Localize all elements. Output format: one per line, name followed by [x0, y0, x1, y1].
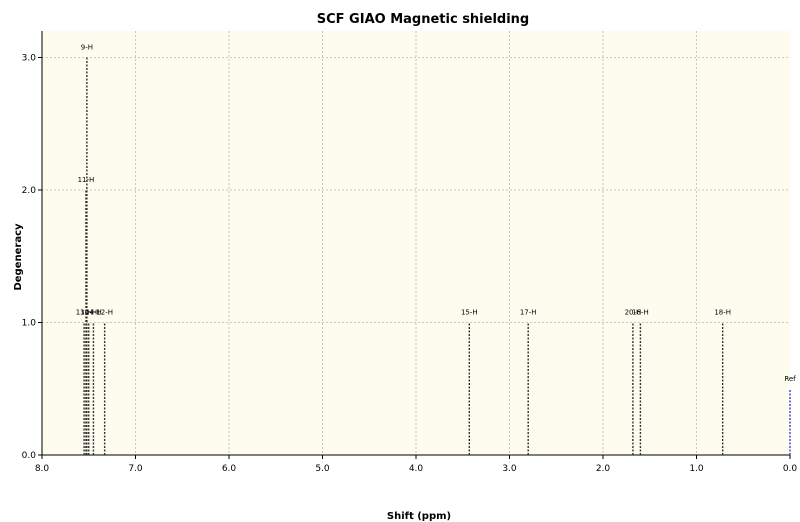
x-tick-label: 3.0: [502, 464, 517, 474]
axes: [38, 31, 791, 459]
peaks: 9-H 11-H 13-H10-H14-H12-H 15-H 17-H 20-H16-H 1…: [76, 44, 796, 455]
peak-label: 12-H: [96, 309, 113, 317]
peak-label: 14-H: [85, 309, 102, 317]
tick-labels: 8.0 7.0 6.0 5.0 4.0 3.0 2.0 1.0 0.0 0.0 1.0 2.0 3.0: [22, 54, 798, 475]
peak-label: 16-H: [632, 309, 649, 317]
peak-label: Ref: [784, 375, 796, 383]
chart-title: SCF GIAO Magnetic shielding: [317, 12, 530, 27]
peak-label: 11-H: [78, 176, 95, 184]
y-tick-label: 1.0: [22, 319, 37, 329]
x-tick-label: 8.0: [35, 464, 50, 474]
peak-label: 18-H: [714, 309, 731, 317]
peak-label: 10-H: [80, 309, 97, 317]
grid: [42, 31, 790, 455]
y-axis-label: Degeneracy: [13, 223, 24, 291]
x-tick-label: 5.0: [315, 464, 330, 474]
x-tick-label: 4.0: [409, 464, 424, 474]
peak-label: 15-H: [461, 309, 478, 317]
y-tick-label: 0.0: [22, 451, 37, 461]
peak-label: 17-H: [520, 309, 537, 317]
x-tick-label: 6.0: [222, 464, 237, 474]
x-tick-label: 1.0: [689, 464, 704, 474]
peak-label: 20-H: [625, 309, 642, 317]
x-axis-label: Shift (ppm): [387, 511, 451, 522]
peak-label: 9-H: [81, 44, 93, 52]
x-tick-label: 7.0: [128, 464, 143, 474]
y-tick-label: 2.0: [22, 186, 37, 196]
x-tick-label: 2.0: [596, 464, 611, 474]
x-tick-label: 0.0: [783, 464, 798, 474]
y-tick-label: 3.0: [22, 54, 37, 64]
peak-label: 13-H: [76, 309, 93, 317]
